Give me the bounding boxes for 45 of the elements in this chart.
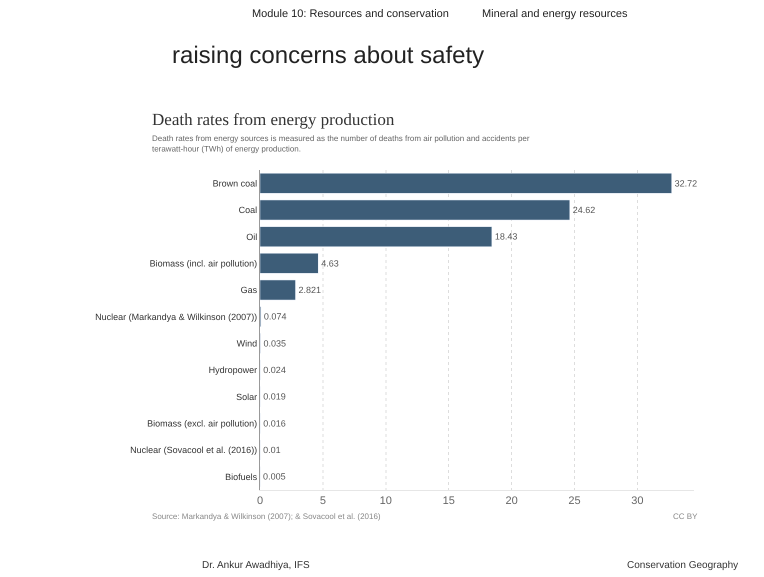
bar bbox=[260, 280, 296, 300]
data-label: 2.821 bbox=[298, 285, 322, 295]
x-tick-label: 15 bbox=[442, 495, 455, 508]
y-tick-label: Oil bbox=[246, 232, 258, 242]
text: raising concerns about safety bbox=[172, 42, 484, 69]
text: CC BY bbox=[673, 512, 698, 521]
text: Conservation Geography bbox=[627, 560, 738, 571]
data-label: 24.62 bbox=[572, 205, 596, 215]
y-tick-label: Hydropower bbox=[208, 365, 258, 376]
data-label: 0.016 bbox=[263, 418, 286, 428]
chart-title: Death rates from energy production bbox=[152, 110, 395, 129]
data-label: 0.019 bbox=[263, 392, 286, 402]
source-note: Source: Markandya & Wilkinson (2007); & Sovacool et al. (2016) bbox=[152, 512, 381, 521]
x-tick-label: 25 bbox=[568, 495, 581, 508]
bar bbox=[260, 173, 672, 194]
data-label: 4.63 bbox=[321, 258, 339, 268]
y-tick-label: Gas bbox=[240, 285, 258, 296]
y-tick-label: Biomass (excl. air pollution) bbox=[147, 418, 258, 428]
data-label: 18.43 bbox=[494, 232, 518, 242]
data-label: 0.074 bbox=[264, 312, 286, 322]
y-tick-label: Brown coal bbox=[212, 178, 258, 188]
x-tick-label: 10 bbox=[380, 495, 392, 508]
bar bbox=[260, 226, 492, 247]
x-tick-label: 5 bbox=[320, 495, 326, 508]
data-label: 0.024 bbox=[263, 365, 286, 375]
text: Dr. Ankur Awadhiya, IFS bbox=[202, 560, 310, 571]
text: Module 10: Resources and conservation bbox=[252, 8, 449, 20]
y-tick-label: Nuclear (Sovacool et al. (2016)) bbox=[130, 445, 258, 456]
bar bbox=[260, 200, 570, 220]
data-label: 0.005 bbox=[263, 472, 286, 482]
y-tick-label: Wind bbox=[236, 338, 258, 348]
y-tick-label: Coal bbox=[238, 205, 258, 216]
y-tick-label: Biofuels bbox=[225, 472, 258, 482]
y-tick-label: Nuclear (Markandya & Wilkinson (2007)) bbox=[95, 312, 258, 322]
y-tick-label: Biomass (incl. air pollution) bbox=[150, 258, 258, 268]
data-label: 32.72 bbox=[674, 178, 698, 188]
text: Mineral and energy resources bbox=[482, 8, 628, 20]
x-tick-label: 0 bbox=[256, 495, 264, 508]
chart-subtitle: Death rates from energy sources is measured as the number of deaths from air pollution and accidents per terawatt-hour (TWh) of energy production. bbox=[152, 134, 530, 154]
bar bbox=[260, 253, 318, 274]
y-tick-label: Solar bbox=[236, 392, 258, 402]
x-tick-label: 20 bbox=[505, 495, 518, 508]
data-label: 0.035 bbox=[263, 338, 286, 348]
x-tick-label: 30 bbox=[631, 495, 644, 508]
data-label: 0.01 bbox=[263, 445, 281, 455]
